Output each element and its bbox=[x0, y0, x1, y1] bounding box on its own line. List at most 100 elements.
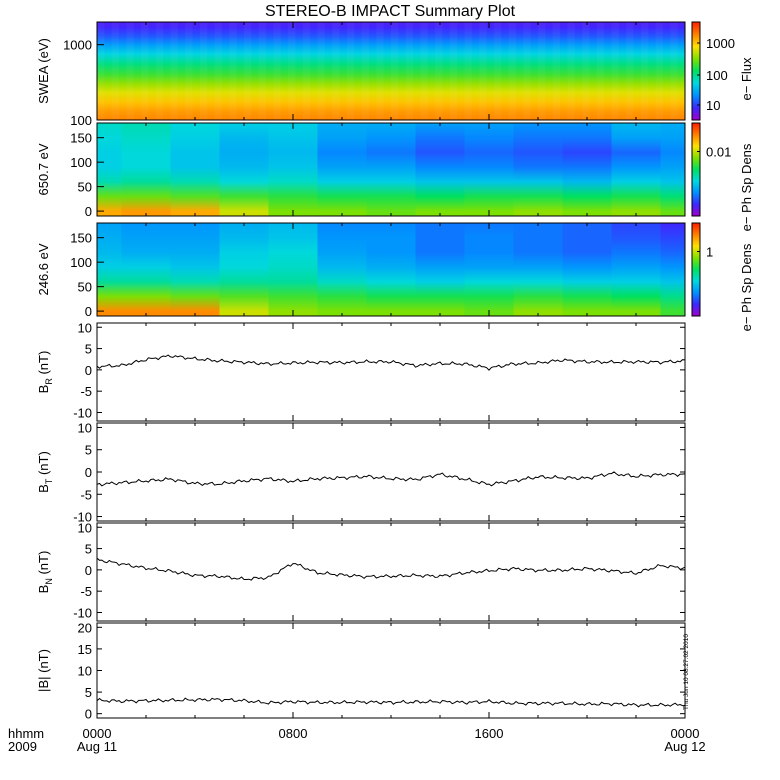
xaxis-tick-label-3: 0000 bbox=[671, 726, 700, 741]
ytick-label: -10 bbox=[73, 605, 92, 620]
ytick-label: 0 bbox=[85, 304, 92, 319]
panel-ylabel: BN (nT) bbox=[36, 551, 54, 594]
pitch-angle-column bbox=[366, 123, 416, 216]
spectrogram-stripe bbox=[111, 22, 120, 120]
spectrogram-stripe bbox=[640, 22, 649, 120]
colorbar bbox=[691, 21, 701, 121]
spectrogram-stripe bbox=[538, 22, 546, 120]
ytick-label: 5 bbox=[85, 685, 92, 700]
pitch-angle-column bbox=[415, 123, 465, 216]
spectrogram-stripe bbox=[155, 22, 164, 120]
series-line bbox=[96, 354, 686, 371]
spectrogram-band bbox=[97, 22, 685, 120]
ytick-label: 0 bbox=[85, 465, 92, 480]
ytick-label: 10 bbox=[78, 320, 92, 335]
spectrogram-stripe bbox=[185, 22, 193, 120]
panel-ylabel: |B| (nT) bbox=[36, 649, 51, 692]
spectrogram-stripe bbox=[552, 22, 561, 120]
spectrogram-stripe bbox=[479, 22, 487, 120]
pitch-angle-column bbox=[268, 123, 318, 216]
pitch-angle-column bbox=[513, 223, 563, 316]
spectrogram-stripe bbox=[170, 22, 178, 120]
spectrogram-stripe bbox=[199, 22, 208, 120]
ytick-label: 50 bbox=[78, 180, 92, 195]
pitch-angle-column bbox=[366, 223, 416, 316]
spectrogram-stripe bbox=[332, 22, 340, 120]
colorbar bbox=[691, 222, 701, 317]
ytick-label: 1000 bbox=[63, 38, 92, 53]
colorbar-label: e− Ph Sp Dens bbox=[739, 243, 754, 331]
ytick-label: 5 bbox=[85, 542, 92, 557]
spectrogram-stripe bbox=[670, 22, 678, 120]
series-line bbox=[96, 557, 686, 581]
pitch-angle-column bbox=[268, 223, 318, 316]
spectrogram-stripe bbox=[229, 22, 237, 120]
colorbar-tick-label: 1 bbox=[706, 245, 713, 260]
pitch-angle-column bbox=[611, 123, 661, 216]
panel-ylabel: SWEA (eV) bbox=[36, 38, 51, 104]
ytick-label: 10 bbox=[78, 520, 92, 535]
panel-ylabel: BT (nT) bbox=[36, 451, 54, 493]
ytick-label: -5 bbox=[80, 487, 92, 502]
pitch-angle-column bbox=[170, 223, 220, 316]
ytick-label: 100 bbox=[70, 255, 92, 270]
colorbar bbox=[691, 122, 701, 217]
pitch-angle-column bbox=[170, 123, 220, 216]
pitch-angle-column bbox=[97, 123, 122, 216]
ytick-label: 0 bbox=[85, 204, 92, 219]
spectrogram-stripe bbox=[376, 22, 384, 120]
spectrogram-stripe bbox=[508, 22, 516, 120]
pitch-angle-column bbox=[219, 123, 269, 216]
pitch-angle-column bbox=[415, 223, 465, 316]
timestamp-label: Thu Jun 10 08:27:02 2010 bbox=[683, 634, 690, 710]
panel-frame bbox=[96, 322, 686, 422]
spectrogram-stripe bbox=[302, 22, 311, 120]
spectrogram-stripe bbox=[435, 22, 443, 120]
panel-frame bbox=[96, 522, 686, 622]
colorbar-label: e− Flux bbox=[739, 57, 754, 100]
spectrogram-stripe bbox=[214, 22, 222, 120]
spectrogram-stripe bbox=[391, 22, 399, 120]
pitch-angle-column bbox=[219, 223, 269, 316]
series-line bbox=[96, 697, 686, 708]
spectrogram-stripe bbox=[244, 22, 252, 120]
pitch-angle-column bbox=[464, 223, 514, 316]
panel-ylabel: BR (nT) bbox=[36, 351, 54, 394]
spectrogram-stripe bbox=[464, 22, 472, 120]
ytick-label: 0 bbox=[85, 563, 92, 578]
spectrogram-stripe bbox=[626, 22, 634, 120]
ytick-label: 150 bbox=[70, 231, 92, 246]
spectrogram-stripe bbox=[141, 22, 149, 120]
ytick-label: -10 bbox=[73, 405, 92, 420]
pitch-angle-column bbox=[121, 123, 171, 216]
ytick-label: 5 bbox=[85, 342, 92, 357]
pitch-angle-column bbox=[121, 223, 171, 316]
pitch-angle-column bbox=[562, 123, 612, 216]
ytick-label: 10 bbox=[78, 664, 92, 679]
colorbar-tick-label: 100 bbox=[706, 68, 728, 83]
ytick-label: -10 bbox=[73, 510, 92, 525]
colorbar-tick-label: 0.01 bbox=[706, 145, 731, 160]
colorbar-tick-label: 1000 bbox=[706, 36, 735, 51]
spectrogram-stripe bbox=[523, 22, 531, 120]
xaxis-date-label-3: Aug 12 bbox=[664, 739, 705, 754]
xaxis-tick-label-0: 0000 bbox=[83, 726, 112, 741]
spectrogram-stripe bbox=[317, 22, 325, 120]
spectrogram-stripe bbox=[611, 22, 619, 120]
spectrogram-stripe bbox=[97, 22, 105, 120]
pitch-angle-column bbox=[513, 123, 563, 216]
panel-frame bbox=[96, 622, 686, 719]
pitch-angle-column bbox=[464, 123, 514, 216]
panel-frame bbox=[96, 422, 686, 522]
ytick-label: 20 bbox=[78, 620, 92, 635]
spectrogram-stripe bbox=[493, 22, 502, 120]
spectrogram-stripe bbox=[405, 22, 414, 120]
pitch-angle-column bbox=[660, 223, 685, 316]
pitch-angle-column bbox=[97, 223, 122, 316]
series-line bbox=[96, 471, 686, 487]
ytick-label: 5 bbox=[85, 443, 92, 458]
pitch-angle-column bbox=[562, 223, 612, 316]
spectrogram-stripe bbox=[596, 22, 605, 120]
spectrogram-stripe bbox=[655, 22, 663, 120]
